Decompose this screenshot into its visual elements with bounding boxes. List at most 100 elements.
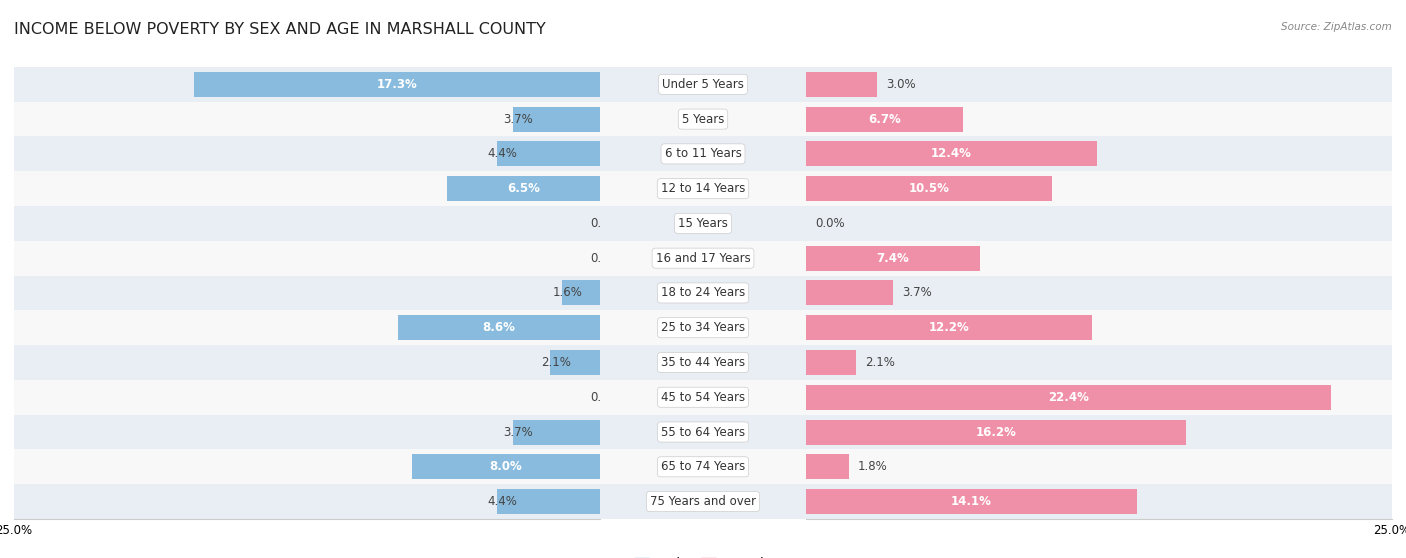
Bar bbox=[807, 137, 1392, 171]
Text: 1.6%: 1.6% bbox=[553, 286, 582, 300]
Text: 8.6%: 8.6% bbox=[482, 321, 516, 334]
Bar bbox=[194, 72, 599, 97]
Text: 0.0%: 0.0% bbox=[591, 391, 620, 404]
Text: 2.1%: 2.1% bbox=[541, 356, 571, 369]
Legend: Male, Female: Male, Female bbox=[630, 552, 776, 558]
Bar bbox=[807, 281, 893, 305]
Bar bbox=[807, 454, 848, 479]
Bar bbox=[599, 276, 807, 310]
Bar bbox=[599, 449, 807, 484]
Bar bbox=[807, 380, 1392, 415]
Bar bbox=[807, 489, 1136, 514]
Bar bbox=[14, 449, 599, 484]
Text: 4.4%: 4.4% bbox=[488, 495, 517, 508]
Bar bbox=[14, 276, 599, 310]
Bar bbox=[807, 176, 1052, 201]
Bar bbox=[807, 67, 1392, 102]
Text: 3.7%: 3.7% bbox=[903, 286, 932, 300]
Text: 1.8%: 1.8% bbox=[858, 460, 887, 473]
Bar bbox=[807, 350, 855, 375]
Text: 6.5%: 6.5% bbox=[508, 182, 540, 195]
Bar bbox=[14, 380, 599, 415]
Bar bbox=[14, 241, 599, 276]
Bar bbox=[599, 380, 807, 415]
Bar bbox=[551, 350, 599, 375]
Bar bbox=[807, 449, 1392, 484]
Bar bbox=[807, 107, 963, 132]
Text: 17.3%: 17.3% bbox=[377, 78, 418, 91]
Text: 8.0%: 8.0% bbox=[489, 460, 523, 473]
Bar bbox=[599, 345, 807, 380]
Text: 16 and 17 Years: 16 and 17 Years bbox=[655, 252, 751, 264]
Text: 55 to 64 Years: 55 to 64 Years bbox=[661, 426, 745, 439]
Bar bbox=[807, 415, 1392, 449]
Text: Source: ZipAtlas.com: Source: ZipAtlas.com bbox=[1281, 22, 1392, 32]
Bar bbox=[14, 415, 599, 449]
Text: 15 Years: 15 Years bbox=[678, 217, 728, 230]
Text: 0.0%: 0.0% bbox=[591, 217, 620, 230]
Bar bbox=[807, 345, 1392, 380]
Text: 12.2%: 12.2% bbox=[929, 321, 970, 334]
Bar bbox=[513, 420, 599, 445]
Text: 12 to 14 Years: 12 to 14 Years bbox=[661, 182, 745, 195]
Bar bbox=[599, 102, 807, 137]
Bar bbox=[513, 107, 599, 132]
Bar bbox=[807, 484, 1392, 519]
Bar bbox=[496, 141, 599, 166]
Bar bbox=[807, 315, 1092, 340]
Text: 16.2%: 16.2% bbox=[976, 426, 1017, 439]
Bar bbox=[599, 241, 807, 276]
Text: 7.4%: 7.4% bbox=[876, 252, 910, 264]
Bar bbox=[599, 137, 807, 171]
Text: 5 Years: 5 Years bbox=[682, 113, 724, 126]
Text: 45 to 54 Years: 45 to 54 Years bbox=[661, 391, 745, 404]
Bar bbox=[412, 454, 599, 479]
Bar bbox=[807, 241, 1392, 276]
Bar bbox=[807, 206, 1392, 241]
Bar bbox=[14, 67, 599, 102]
Text: 3.7%: 3.7% bbox=[503, 426, 533, 439]
Bar bbox=[599, 484, 807, 519]
Text: INCOME BELOW POVERTY BY SEX AND AGE IN MARSHALL COUNTY: INCOME BELOW POVERTY BY SEX AND AGE IN M… bbox=[14, 22, 546, 37]
Bar bbox=[599, 206, 807, 241]
Text: 3.0%: 3.0% bbox=[886, 78, 915, 91]
Bar bbox=[807, 310, 1392, 345]
Text: 35 to 44 Years: 35 to 44 Years bbox=[661, 356, 745, 369]
Text: 3.7%: 3.7% bbox=[503, 113, 533, 126]
Bar bbox=[562, 281, 599, 305]
Text: 65 to 74 Years: 65 to 74 Years bbox=[661, 460, 745, 473]
Bar bbox=[807, 384, 1331, 410]
Text: 22.4%: 22.4% bbox=[1049, 391, 1090, 404]
Text: 6.7%: 6.7% bbox=[869, 113, 901, 126]
Text: 12.4%: 12.4% bbox=[931, 147, 972, 160]
Bar bbox=[807, 420, 1185, 445]
Bar bbox=[447, 176, 599, 201]
Bar bbox=[807, 246, 980, 271]
Text: 0.0%: 0.0% bbox=[591, 252, 620, 264]
Bar bbox=[14, 102, 599, 137]
Bar bbox=[599, 415, 807, 449]
Bar bbox=[599, 67, 807, 102]
Bar bbox=[496, 489, 599, 514]
Text: 6 to 11 Years: 6 to 11 Years bbox=[665, 147, 741, 160]
Bar bbox=[14, 171, 599, 206]
Text: 2.1%: 2.1% bbox=[865, 356, 894, 369]
Bar bbox=[14, 206, 599, 241]
Bar bbox=[807, 141, 1097, 166]
Text: 10.5%: 10.5% bbox=[908, 182, 950, 195]
Text: 25 to 34 Years: 25 to 34 Years bbox=[661, 321, 745, 334]
Text: Under 5 Years: Under 5 Years bbox=[662, 78, 744, 91]
Bar bbox=[14, 310, 599, 345]
Text: 14.1%: 14.1% bbox=[950, 495, 991, 508]
Bar bbox=[398, 315, 599, 340]
Bar bbox=[599, 310, 807, 345]
Bar bbox=[807, 102, 1392, 137]
Text: 18 to 24 Years: 18 to 24 Years bbox=[661, 286, 745, 300]
Bar bbox=[14, 484, 599, 519]
Text: 0.0%: 0.0% bbox=[815, 217, 845, 230]
Bar bbox=[807, 276, 1392, 310]
Bar bbox=[14, 137, 599, 171]
Bar bbox=[807, 171, 1392, 206]
Bar bbox=[599, 171, 807, 206]
Bar bbox=[14, 345, 599, 380]
